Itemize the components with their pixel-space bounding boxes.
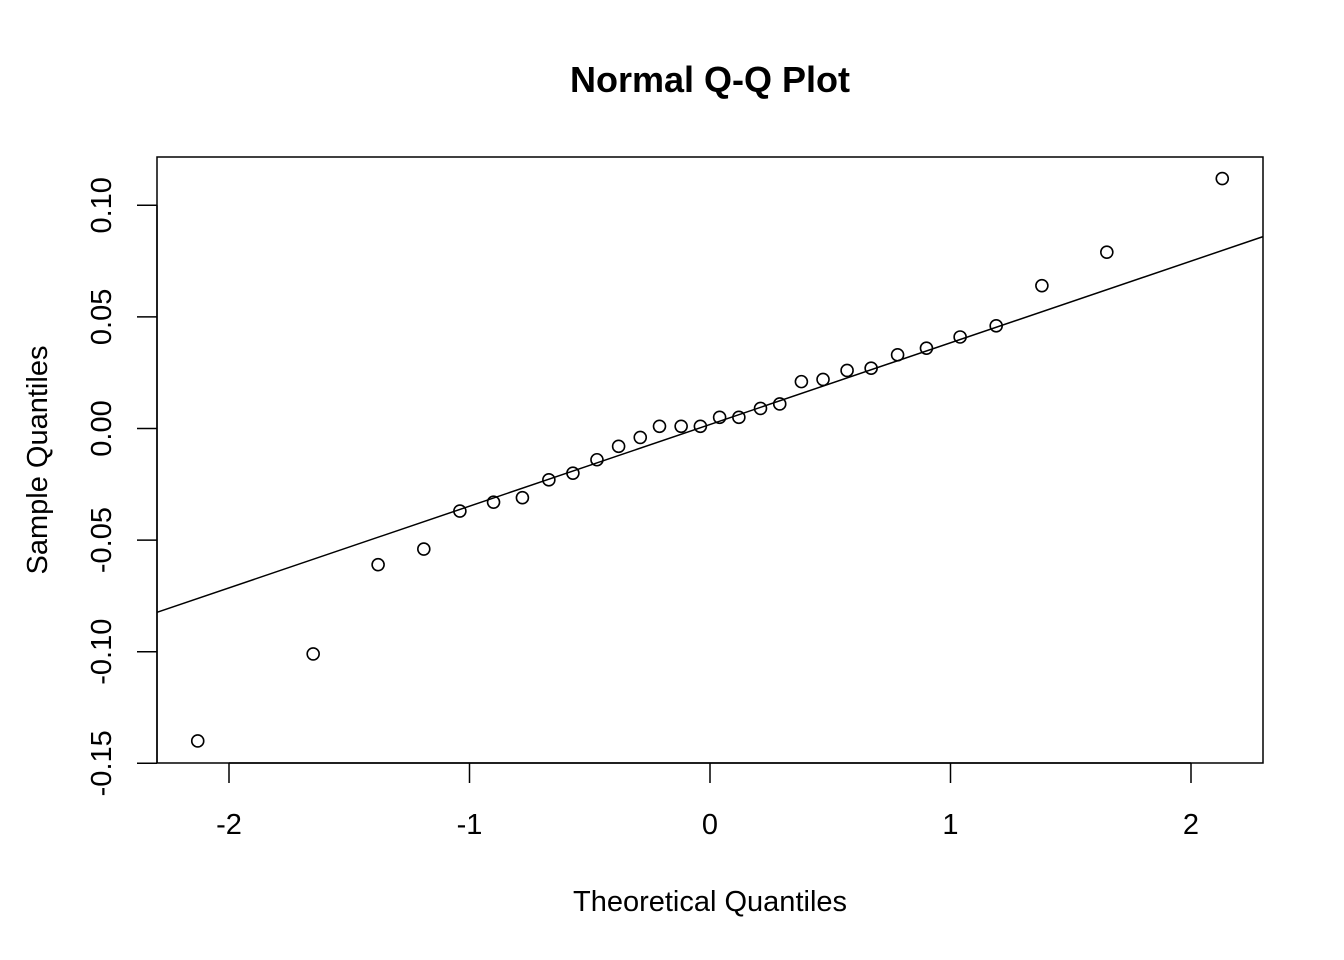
data-point — [542, 473, 556, 487]
chart-title: Normal Q-Q Plot — [570, 59, 850, 100]
data-point — [306, 647, 320, 661]
data-point — [190, 734, 205, 748]
data-point — [515, 490, 530, 505]
plot-frame — [156, 156, 1264, 764]
x-axis-label: Theoretical Quantiles — [573, 886, 847, 918]
y-tick-label: -0.10 — [86, 619, 118, 685]
data-point — [919, 341, 934, 355]
data-point — [590, 452, 604, 467]
y-tick-label: -0.05 — [86, 507, 118, 573]
y-axis: -0.15 -0.10 -0.05 0.00 0.05 0.10 — [86, 177, 158, 796]
data-point — [674, 419, 688, 434]
data-point — [1215, 171, 1230, 186]
y-tick-label: 0.10 — [86, 177, 118, 233]
data-point — [890, 348, 905, 362]
data-point — [611, 439, 626, 454]
x-tick-label: 1 — [942, 809, 958, 841]
data-point — [989, 319, 1003, 333]
y-tick-label: -0.15 — [86, 730, 118, 796]
data-point — [652, 419, 667, 434]
data-point — [633, 430, 648, 445]
data-point — [693, 419, 708, 434]
y-axis-label: Sample Quantiles — [22, 346, 54, 575]
plot-area — [156, 171, 1264, 748]
y-tick-label: 0.05 — [86, 289, 118, 345]
x-axis: -2 -1 0 1 2 — [216, 762, 1199, 841]
data-point — [371, 557, 385, 572]
data-point — [732, 410, 746, 425]
data-point — [864, 361, 878, 376]
qq-reference-line — [156, 235, 1264, 614]
data-point — [816, 372, 830, 387]
data-point — [486, 495, 501, 509]
data-point — [712, 410, 727, 425]
data-point — [566, 466, 580, 480]
data-point — [1100, 245, 1114, 259]
x-tick-label: -2 — [216, 809, 242, 841]
data-point — [953, 330, 967, 344]
data-point — [840, 363, 854, 378]
x-tick-label: 0 — [702, 809, 718, 841]
data-point — [1035, 278, 1049, 293]
data-point — [753, 401, 768, 416]
data-point — [417, 542, 431, 556]
data-point — [794, 374, 809, 389]
data-point — [772, 397, 787, 411]
y-tick-label: 0.00 — [86, 400, 118, 456]
x-tick-label: -1 — [457, 809, 483, 841]
x-tick-label: 2 — [1183, 809, 1199, 841]
data-point — [453, 504, 467, 518]
